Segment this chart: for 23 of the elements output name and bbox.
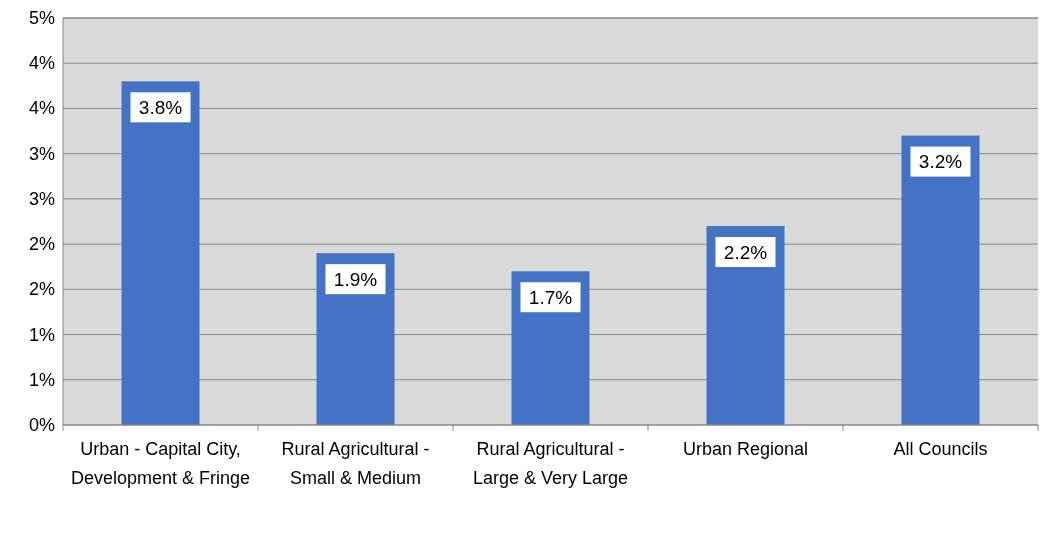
data-label: 3.2% (918, 151, 963, 173)
bar (121, 81, 200, 425)
x-tick-label: All Councils (893, 439, 988, 459)
data-label: 2.2% (723, 241, 768, 263)
x-tick-label: Rural Agricultural - Small & Medium (281, 439, 430, 488)
y-tick-label: 3% (28, 143, 55, 164)
y-tick-label: 4% (28, 53, 55, 74)
data-label: 3.8% (138, 96, 183, 118)
y-tick-label: 0% (28, 415, 55, 435)
y-tick-label: 1% (28, 324, 55, 345)
y-tick-label: 5% (28, 8, 55, 28)
y-tick-label: 3% (28, 188, 55, 209)
y-tick-label: 4% (28, 98, 55, 119)
x-tick-label: Urban Regional (682, 439, 809, 459)
bar (706, 226, 785, 425)
data-label: 1.9% (333, 268, 378, 290)
x-tick-label: Rural Agricultural - Large & Very Large (472, 439, 629, 488)
bar (901, 135, 980, 425)
y-tick-label: 2% (28, 234, 55, 255)
y-tick-label: 1% (28, 369, 55, 390)
data-label: 1.7% (528, 286, 573, 308)
x-tick-label: Urban - Capital City, Development & Fringe (70, 439, 251, 488)
y-tick-label: 2% (28, 279, 55, 300)
